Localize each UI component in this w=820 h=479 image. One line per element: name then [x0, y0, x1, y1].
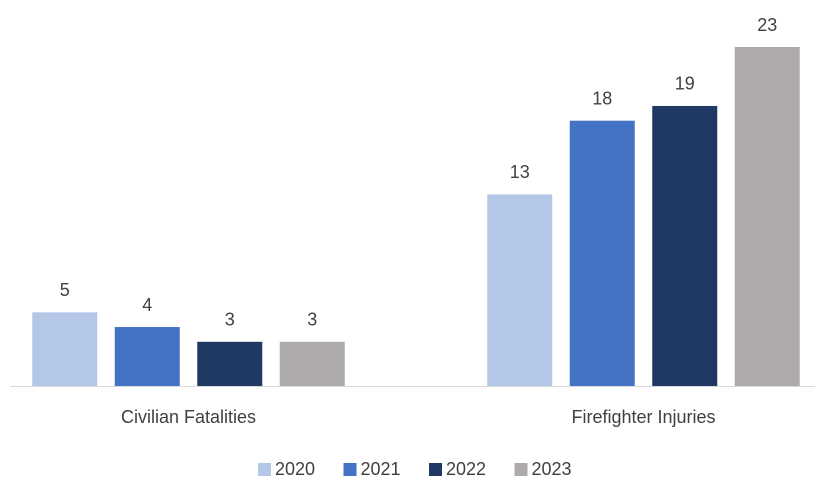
legend-label: 2022: [446, 459, 486, 479]
data-label: 3: [307, 310, 317, 330]
data-label: 3: [225, 310, 235, 330]
bar: [114, 327, 180, 386]
legend-swatch: [343, 463, 357, 476]
bar: [197, 341, 263, 386]
data-label: 19: [675, 74, 695, 94]
data-label: 18: [592, 88, 612, 108]
bar: [569, 120, 635, 387]
legend-swatch: [514, 463, 528, 476]
bar: [487, 194, 553, 386]
data-label: 13: [510, 162, 530, 182]
category-label: Firefighter Injuries: [571, 407, 715, 427]
legend-swatch: [429, 463, 442, 476]
legend-label: 2021: [361, 459, 401, 479]
bar: [734, 47, 800, 386]
data-label: 23: [757, 15, 777, 35]
legend-label: 2023: [532, 459, 572, 479]
bar: [652, 105, 718, 387]
legend-swatch: [258, 463, 271, 476]
category-label: Civilian Fatalities: [121, 407, 256, 427]
legend-label: 2020: [275, 459, 315, 479]
bar: [32, 312, 98, 386]
bar: [279, 341, 345, 386]
data-label: 4: [142, 295, 152, 315]
data-label: 5: [60, 280, 70, 300]
